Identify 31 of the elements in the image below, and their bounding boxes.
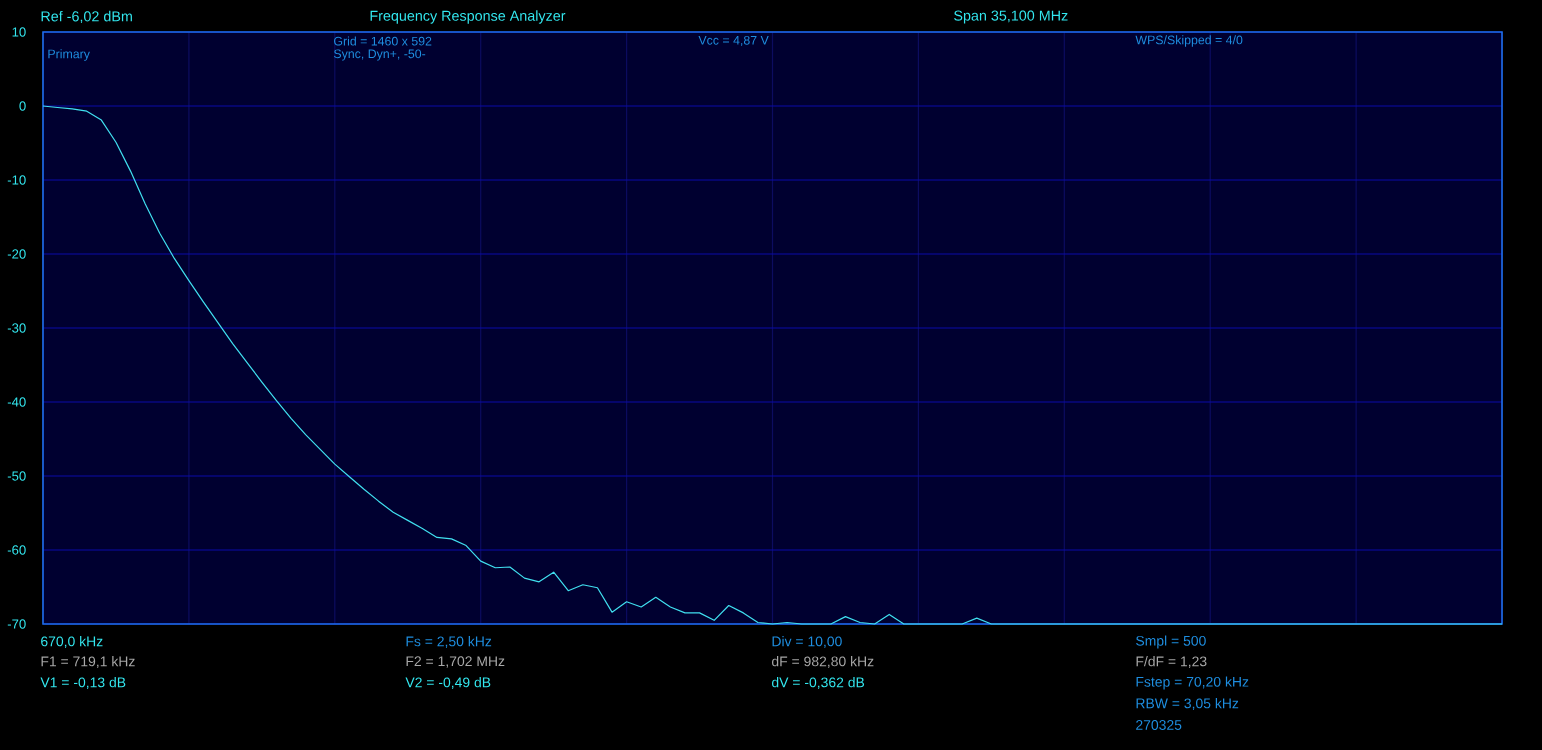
- text: Ref -6,02 dBm: [41, 10, 132, 24]
- text: dV = -0,362 dB: [772, 677, 865, 689]
- y-tick-label: -20: [7, 249, 26, 259]
- text: F1 = 719,1 kHz: [41, 656, 135, 668]
- y-tick-label: -50: [7, 471, 26, 481]
- y-tick-label: 10: [12, 27, 26, 37]
- text: Div = 10,00: [772, 636, 842, 648]
- y-tick-label: -60: [7, 545, 26, 555]
- annotation: Primary: [48, 49, 90, 61]
- text: Fstep = 70,20 kHz: [1136, 676, 1249, 690]
- annotation: Sync, Dyn+, -50-: [333, 49, 426, 61]
- text: Span 35,100 MHz: [954, 10, 1068, 24]
- text: V1 = -0,13 dB: [40, 677, 126, 689]
- annotation: Vcc = 4,87 V: [698, 35, 769, 47]
- text: F2 = 1,702 MHz: [406, 656, 505, 668]
- y-tick-label: -10: [7, 175, 26, 185]
- y-tick-label: 0: [19, 101, 26, 111]
- text: dF = 982,80 kHz: [772, 656, 874, 668]
- text: V2 = -0,49 dB: [405, 677, 491, 689]
- y-tick-label: -40: [7, 397, 26, 407]
- text: Fs = 2,50 kHz: [406, 636, 492, 648]
- text: RBW = 3,05 kHz: [1136, 698, 1239, 710]
- annotation: Grid = 1460 x 592: [334, 36, 432, 46]
- y-tick-label: -70: [7, 619, 26, 629]
- text: 670,0 kHz: [41, 636, 103, 648]
- text: 270325: [1136, 720, 1182, 730]
- chart-title: Frequency Response Analyzer: [370, 10, 566, 24]
- text: Smpl = 500: [1136, 635, 1206, 649]
- annotation: WPS/Skipped = 4/0: [1135, 35, 1243, 47]
- text: F/dF = 1,23: [1136, 656, 1207, 668]
- y-tick-label: -30: [7, 323, 26, 333]
